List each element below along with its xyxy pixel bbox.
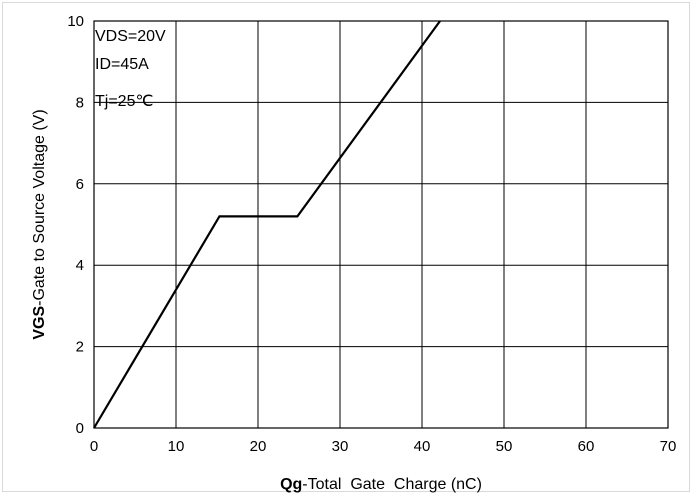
- chart-frame: [2, 2, 690, 492]
- annotation-vds: VDS=20V: [95, 28, 166, 45]
- x-axis-label-symbol: Qg: [280, 476, 302, 493]
- series-layer: [93, 20, 441, 429]
- x-tick-label: 60: [578, 438, 595, 455]
- x-tick-label: 0: [90, 438, 98, 455]
- x-tick-label: 70: [660, 438, 677, 455]
- plot-area: [93, 20, 669, 429]
- y-tick-labels: 0 2 4 6 8 10: [67, 13, 84, 437]
- y-axis-label-text: -Gate to Source Voltage (V): [31, 109, 48, 306]
- y-tick-label: 8: [76, 94, 84, 111]
- x-tick-label: 40: [414, 438, 431, 455]
- y-axis-label-symbol: VGS: [31, 306, 48, 340]
- x-axis-label: Qg-Total Gate Charge (nC): [280, 476, 482, 493]
- y-tick-label: 0: [76, 420, 84, 437]
- y-tick-label: 4: [76, 257, 84, 274]
- x-tick-label: 10: [168, 438, 185, 455]
- y-tick-label: 2: [76, 339, 84, 356]
- x-tick-labels: 0 10 20 30 40 50 60 70: [90, 438, 677, 455]
- y-tick-label: 6: [76, 176, 84, 193]
- x-tick-label: 20: [250, 438, 267, 455]
- y-tick-label: 10: [67, 13, 84, 30]
- grid-lines: [93, 20, 669, 429]
- x-tick-label: 50: [496, 438, 513, 455]
- y-axis-label: VGS-Gate to Source Voltage (V): [31, 109, 48, 339]
- series-line: [93, 20, 441, 429]
- x-axis-label-text: -Total Gate Charge (nC): [302, 476, 482, 493]
- annotation-id: ID=45A: [95, 56, 149, 73]
- annotation-tj: Tj=25℃: [95, 93, 153, 110]
- x-tick-label: 30: [332, 438, 349, 455]
